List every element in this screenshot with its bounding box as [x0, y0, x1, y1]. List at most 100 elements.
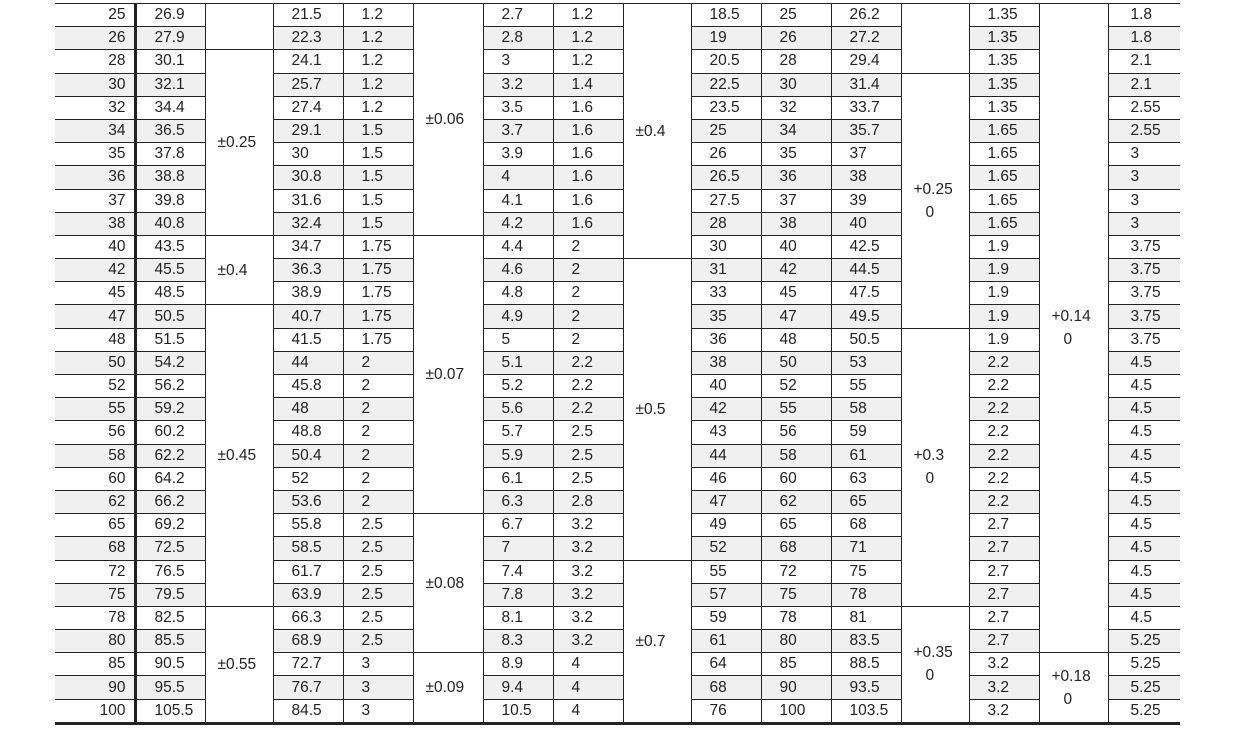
value-cell: 1.2 — [552, 49, 624, 74]
value-cell: 1.75 — [342, 234, 414, 260]
value-cell: 5 — [482, 327, 554, 352]
value-cell: 93.5 — [830, 675, 902, 700]
value-cell: 3.5 — [482, 95, 554, 120]
table-row: 62 66.2 53.6 2 6.3 2.8 47 62 65 2.2 4.5 — [55, 489, 1180, 515]
value-cell: 3.2 — [552, 513, 624, 538]
value-cell: 35.7 — [830, 118, 902, 144]
value-cell: 35 — [690, 304, 762, 329]
value-cell: 8.9 — [482, 652, 554, 677]
tolerance-upper: +0.25 — [913, 180, 953, 198]
value-cell: 2 — [342, 397, 414, 422]
value-cell: 38.9 — [272, 281, 344, 306]
table-row: 40 43.5 ±0.4 34.7 1.75 ±0.07 4.4 2 30 40 42.5 1.9 3.… — [55, 234, 1180, 515]
value-cell: 5.6 — [482, 397, 554, 422]
nominal-size-cell: 35 — [55, 142, 137, 167]
value-cell: 56.2 — [134, 373, 206, 399]
value-cell: 30.1 — [134, 49, 206, 74]
nominal-size-cell: 58 — [55, 443, 137, 468]
value-cell: 66.3 — [272, 605, 344, 631]
value-cell: 4.9 — [482, 304, 554, 329]
value-cell: 1.75 — [342, 304, 414, 329]
value-cell: 35 — [760, 142, 832, 167]
value-cell: 1.35 — [968, 26, 1040, 51]
tolerance-upper: ±0.08 — [425, 574, 465, 592]
value-cell: 1.5 — [342, 165, 414, 190]
value-cell: 1.9 — [968, 281, 1040, 306]
value-cell: 27.4 — [272, 95, 344, 120]
value-cell: 3.7 — [482, 118, 554, 144]
value-cell: 57 — [690, 582, 762, 607]
value-cell: 1.2 — [342, 95, 414, 120]
value-cell: 27.2 — [830, 26, 902, 51]
value-cell: 5.25 — [1107, 675, 1180, 700]
value-cell: 47 — [760, 304, 832, 329]
value-cell: 5.25 — [1107, 652, 1180, 677]
tolerance-lower: 0 — [1063, 690, 1073, 708]
tolerance-upper: +0.18 — [1051, 667, 1091, 685]
value-cell: 1.35 — [968, 2, 1040, 28]
value-cell: 50 — [760, 350, 832, 376]
value-cell: 3.2 — [968, 652, 1040, 677]
value-cell: 31.6 — [272, 188, 344, 213]
tolerance-cell: +0.3 0 — [900, 327, 970, 607]
value-cell: 6.1 — [482, 466, 554, 491]
tolerance-cell: ±0.7 — [622, 559, 692, 724]
value-cell: 6.7 — [482, 513, 554, 538]
value-cell: 75 — [830, 559, 902, 584]
value-cell: 3.75 — [1107, 234, 1180, 260]
value-cell: 1.65 — [968, 165, 1040, 190]
value-cell: 2 — [552, 304, 624, 329]
value-cell: 21.5 — [272, 2, 344, 28]
value-cell: 42 — [760, 258, 832, 283]
tolerance-cell: ±0.5 — [622, 258, 692, 561]
value-cell: 2 — [342, 373, 414, 399]
tolerance-lower: 0 — [925, 470, 935, 488]
value-cell: 9.4 — [482, 675, 554, 700]
value-cell: 25 — [760, 2, 832, 28]
table-row: 52 56.2 45.8 2 5.2 2.2 40 52 55 2.2 4.5 — [55, 373, 1180, 399]
value-cell: 72.5 — [134, 536, 206, 561]
value-cell: 40 — [830, 211, 902, 236]
value-cell: 2 — [342, 350, 414, 376]
value-cell: 1.5 — [342, 188, 414, 213]
value-cell: 1.75 — [342, 258, 414, 283]
value-cell: 60 — [760, 466, 832, 491]
value-cell: 61.7 — [272, 559, 344, 584]
value-cell: 65 — [760, 513, 832, 538]
table-row: 38 40.8 32.4 1.5 4.2 1.6 28 38 40 1.65 3 — [55, 211, 1180, 236]
value-cell: 2.5 — [552, 466, 624, 491]
table-row: 36 38.8 30.8 1.5 4 1.6 26.5 36 38 1.65 3 — [55, 165, 1180, 190]
tolerance-lower: 0 — [925, 667, 935, 685]
value-cell: 51.5 — [134, 327, 206, 352]
value-cell: 2.7 — [968, 559, 1040, 584]
nominal-size-cell: 55 — [55, 397, 137, 422]
value-cell: 30 — [690, 234, 762, 260]
nominal-size-cell: 30 — [55, 72, 137, 97]
nominal-size-cell: 100 — [55, 698, 137, 724]
value-cell: 25.7 — [272, 72, 344, 97]
nominal-size-cell: 60 — [55, 466, 137, 491]
value-cell: 24.1 — [272, 49, 344, 74]
value-cell: 26.9 — [134, 2, 206, 28]
value-cell: 36 — [690, 327, 762, 352]
value-cell: 76.7 — [272, 675, 344, 700]
value-cell: 33.7 — [830, 95, 902, 120]
value-cell: 3.75 — [1107, 258, 1180, 283]
value-cell: 26 — [760, 26, 832, 51]
value-cell: 3.2 — [552, 582, 624, 607]
value-cell: 2.2 — [968, 466, 1040, 491]
value-cell: 2.5 — [342, 605, 414, 631]
value-cell: 4.5 — [1107, 350, 1180, 376]
value-cell: 30.8 — [272, 165, 344, 190]
nominal-size-cell: 37 — [55, 188, 137, 213]
tolerance-cell: ±0.08 — [412, 513, 484, 654]
value-cell: 2.2 — [968, 350, 1040, 376]
nominal-size-cell: 72 — [55, 559, 137, 584]
table-row: 48 51.5 41.5 1.75 5 2 36 48 50.5 +0.3 0 1.9 3.75 — [55, 327, 1180, 607]
value-cell: 1.75 — [342, 327, 414, 352]
value-cell: 56 — [760, 420, 832, 445]
value-cell: 103.5 — [830, 698, 902, 724]
value-cell: 43 — [690, 420, 762, 445]
value-cell: 65 — [830, 489, 902, 515]
tolerance-lower: 0 — [1063, 331, 1073, 349]
